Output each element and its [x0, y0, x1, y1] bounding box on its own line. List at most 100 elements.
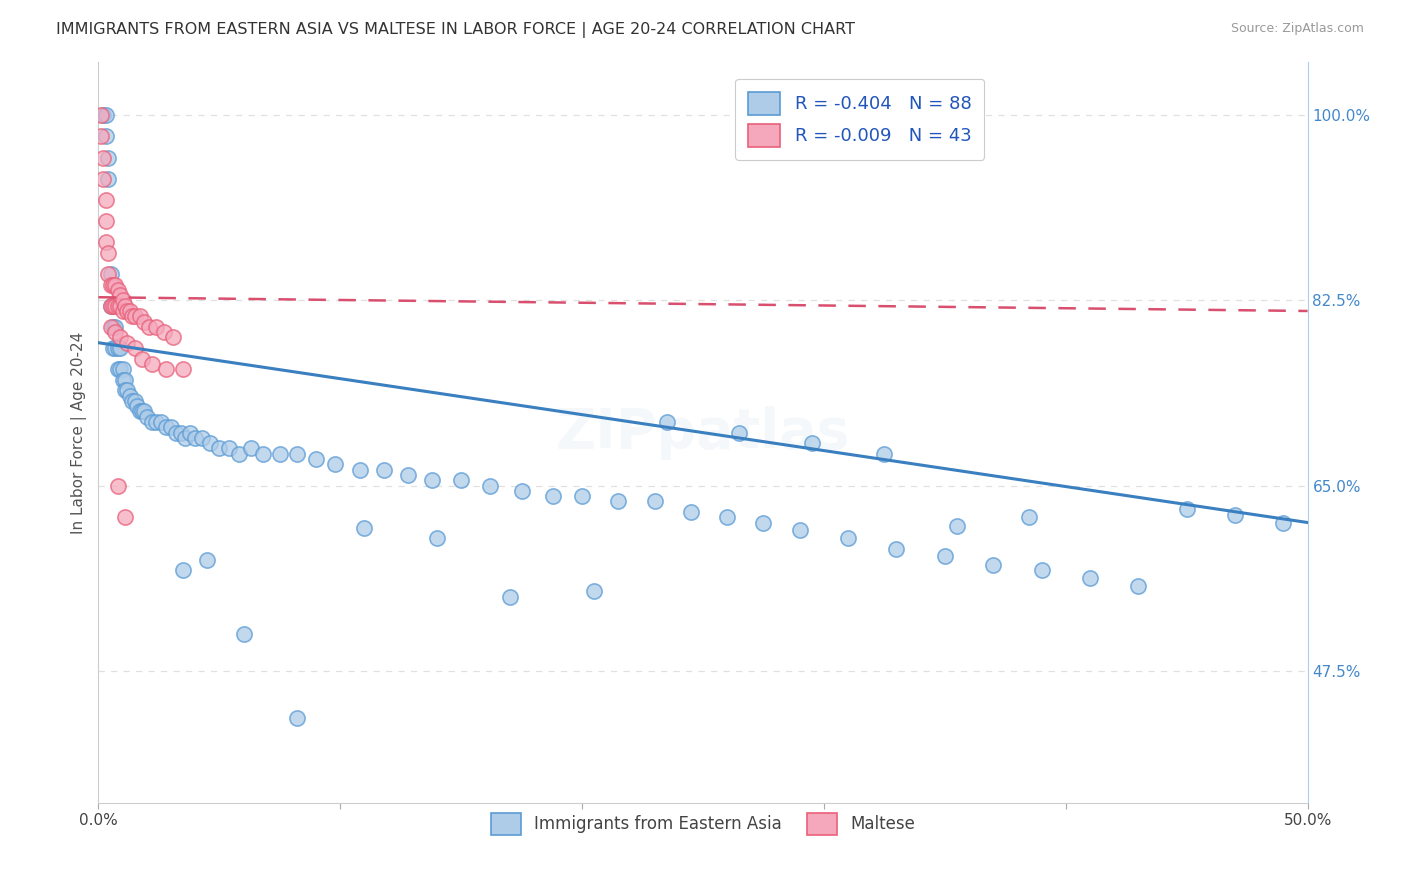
Point — [111, 362, 134, 376]
Text: IMMIGRANTS FROM EASTERN ASIA VS MALTESE IN LABOR FORCE | AGE 20-24 CORRELATION C: IMMIGRANTS FROM EASTERN ASIA VS MALTESE … — [56, 22, 855, 38]
Point — [114, 299, 136, 313]
Point — [1175, 501, 1198, 516]
Point — [104, 341, 127, 355]
Point — [107, 341, 129, 355]
Point — [679, 505, 702, 519]
Point — [91, 108, 114, 122]
Point — [1128, 579, 1150, 593]
Point — [97, 245, 120, 260]
Point — [127, 399, 149, 413]
Point — [141, 357, 163, 371]
Point — [510, 483, 533, 498]
Point — [100, 267, 122, 281]
Point — [101, 319, 124, 334]
Point — [117, 304, 139, 318]
Point — [1018, 510, 1040, 524]
Point — [607, 494, 630, 508]
Point — [104, 277, 127, 292]
Point — [131, 351, 153, 366]
Point — [100, 299, 122, 313]
Point — [100, 319, 122, 334]
Point — [94, 193, 117, 207]
Y-axis label: In Labor Force | Age 20-24: In Labor Force | Age 20-24 — [72, 332, 87, 533]
Point — [121, 393, 143, 408]
Point — [886, 541, 908, 556]
Point — [108, 299, 131, 313]
Point — [104, 299, 127, 313]
Point — [108, 341, 131, 355]
Point — [450, 473, 472, 487]
Point — [160, 420, 183, 434]
Point — [1272, 516, 1295, 530]
Point — [94, 108, 117, 122]
Point — [94, 214, 117, 228]
Point — [269, 447, 291, 461]
Point — [946, 518, 969, 533]
Point — [114, 373, 136, 387]
Point — [191, 431, 214, 445]
Point — [101, 341, 124, 355]
Point — [124, 310, 146, 324]
Point — [111, 293, 134, 308]
Point — [172, 563, 194, 577]
Point — [100, 277, 122, 292]
Point — [90, 108, 112, 122]
Point — [373, 462, 395, 476]
Point — [396, 467, 419, 482]
Point — [94, 235, 117, 250]
Point — [118, 304, 141, 318]
Point — [145, 415, 167, 429]
Point — [179, 425, 201, 440]
Point — [131, 404, 153, 418]
Point — [124, 393, 146, 408]
Point — [165, 425, 187, 440]
Point — [121, 310, 143, 324]
Point — [228, 447, 250, 461]
Point — [134, 315, 156, 329]
Point — [97, 267, 120, 281]
Point — [94, 129, 117, 144]
Point — [353, 521, 375, 535]
Point — [111, 304, 134, 318]
Point — [91, 171, 114, 186]
Text: ZIPpatlas: ZIPpatlas — [555, 406, 851, 459]
Point — [873, 447, 896, 461]
Point — [583, 584, 606, 599]
Point — [752, 516, 775, 530]
Point — [716, 510, 738, 524]
Point — [837, 532, 859, 546]
Point — [101, 277, 124, 292]
Point — [305, 452, 328, 467]
Point — [198, 436, 221, 450]
Point — [1078, 570, 1101, 584]
Point — [1031, 563, 1053, 577]
Point — [571, 489, 593, 503]
Point — [150, 415, 173, 429]
Point — [107, 362, 129, 376]
Point — [155, 362, 177, 376]
Point — [155, 420, 177, 434]
Point — [1223, 508, 1246, 522]
Point — [498, 590, 520, 604]
Point — [111, 373, 134, 387]
Point — [541, 489, 564, 503]
Point — [128, 404, 150, 418]
Point — [420, 473, 443, 487]
Point — [162, 330, 184, 344]
Point — [118, 389, 141, 403]
Point — [104, 319, 127, 334]
Point — [107, 478, 129, 492]
Point — [108, 288, 131, 302]
Point — [981, 558, 1004, 572]
Point — [208, 442, 231, 456]
Point — [104, 325, 127, 339]
Point — [135, 409, 157, 424]
Point — [117, 384, 139, 398]
Point — [145, 319, 167, 334]
Point — [195, 552, 218, 566]
Point — [114, 510, 136, 524]
Point — [128, 310, 150, 324]
Point — [107, 299, 129, 313]
Point — [426, 532, 449, 546]
Point — [172, 362, 194, 376]
